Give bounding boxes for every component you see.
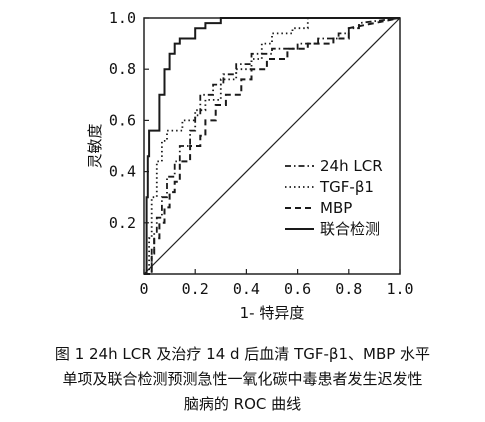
legend-label-1: 24h LCR (320, 157, 383, 175)
legend-label-4: 联合检测 (320, 220, 380, 238)
roc-curve-1 (144, 17, 401, 275)
y-axis-label: 灵敏度 (86, 123, 104, 168)
y-tick-label: 1.0 (109, 9, 136, 27)
roc-curve-4 (144, 17, 400, 275)
y-tick-label: 0.4 (109, 163, 136, 181)
y-tick-label: 0.2 (109, 214, 136, 232)
legend-label-3: MBP (320, 199, 352, 217)
roc-curve-2 (144, 17, 400, 275)
x-tick-label: 0.8 (335, 280, 362, 298)
y-tick-label: 0.8 (109, 60, 136, 78)
x-axis-label: 1- 特异度 (240, 304, 305, 322)
x-tick-label: 0.4 (233, 280, 260, 298)
caption-line-3: 脑病的 ROC 曲线 (183, 395, 302, 413)
legend: 24h LCR TGF-β1 MBP 联合检测 (285, 157, 383, 238)
figure-caption: 图 1 24h LCR 及治疗 14 d 后血清 TGF-β1、MBP 水平 单… (0, 342, 485, 417)
caption-line-2: 单项及联合检测预测急性一氧化碳中毒患者发生迟发性 (62, 370, 423, 388)
caption-line-1: 图 1 24h LCR 及治疗 14 d 后血清 TGF-β1、MBP 水平 (54, 345, 431, 363)
x-tick-label: 0.6 (284, 280, 311, 298)
y-tick-label: 0.6 (109, 111, 136, 129)
x-tick-label: 0 (139, 280, 148, 298)
reference-diagonal (143, 17, 401, 275)
legend-label-2: TGF-β1 (319, 178, 374, 196)
x-tick-label: 1.0 (386, 280, 413, 298)
x-tick-label: 0.2 (182, 280, 209, 298)
roc-curves (144, 17, 401, 275)
axis-ticks: 0 0.2 0.4 0.6 0.8 1.0 0.2 0.4 0.6 0.8 1.0 (109, 9, 414, 298)
